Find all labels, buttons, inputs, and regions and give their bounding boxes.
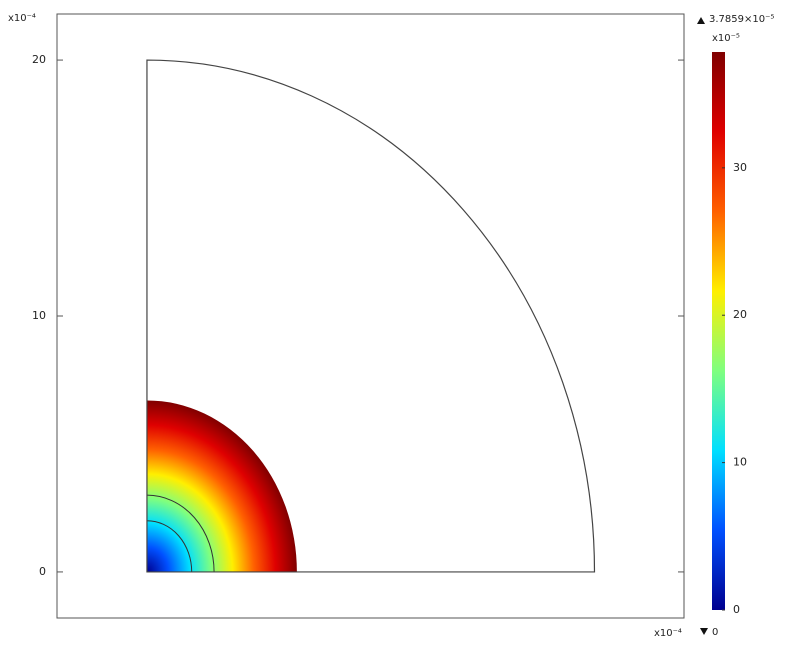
min-marker	[700, 628, 708, 635]
x-multiplier: x10⁻⁴	[654, 628, 682, 639]
colorbar	[712, 52, 725, 610]
colorbar-exponent: x10⁻⁵	[712, 33, 740, 44]
contour-line	[146, 520, 193, 572]
colorbar-min: 0	[712, 627, 718, 638]
surface-fill	[146, 400, 297, 572]
domain-boundary	[146, 59, 596, 573]
max-marker	[697, 17, 705, 24]
y-tick-label: 20	[32, 53, 46, 66]
colorbar-tick-label: 10	[733, 456, 747, 469]
y-tick-label: 10	[32, 309, 46, 322]
colorbar-tick-label: 0	[733, 603, 740, 616]
colorbar-tick-label: 20	[733, 308, 747, 321]
contour-line	[146, 494, 215, 572]
y-tick-label: 0	[39, 565, 46, 578]
colorbar-tick-label: 30	[733, 161, 747, 174]
y-multiplier: x10⁻⁴	[8, 13, 36, 24]
colorbar-max: 3.7859×10⁻⁵	[709, 14, 774, 25]
